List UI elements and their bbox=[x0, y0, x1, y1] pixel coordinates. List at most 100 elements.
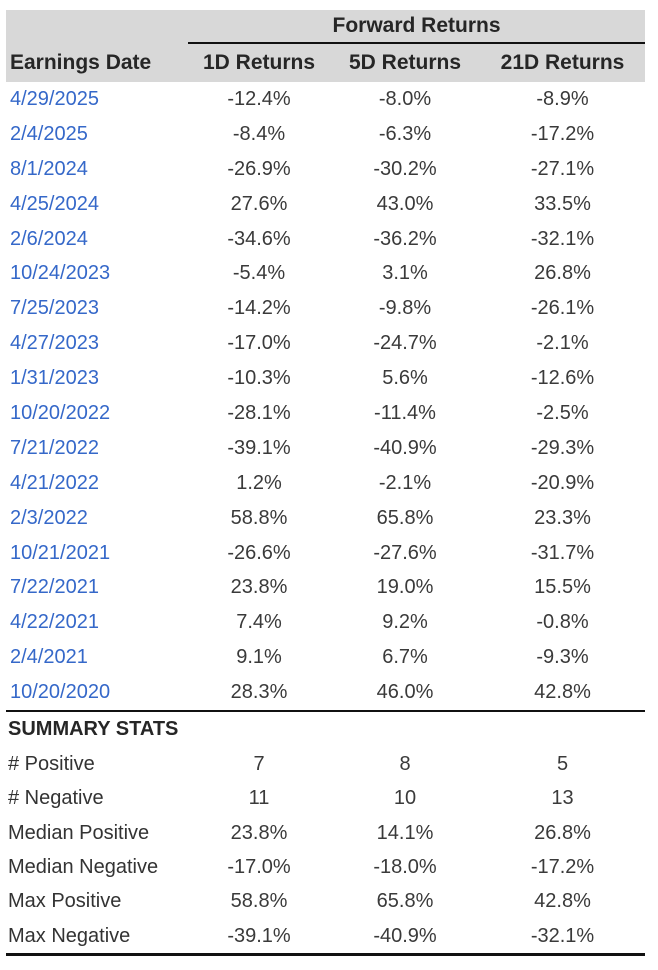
return-value-cell: -32.1% bbox=[530, 227, 595, 250]
return-value-cell: 19.0% bbox=[376, 576, 434, 599]
return-value-cell: -30.2% bbox=[373, 157, 437, 180]
group-header-row: Forward Returns bbox=[6, 10, 646, 44]
summary-stat-value: 42.8% bbox=[534, 890, 591, 913]
summary-stats-header-row: SUMMARY STATS bbox=[6, 710, 646, 748]
return-value-cell: -17.0% bbox=[227, 332, 291, 355]
return-value-cell: 5.6% bbox=[382, 367, 428, 390]
return-value-cell: -8.0% bbox=[378, 87, 432, 110]
summary-row: # Positive 7 8 5 bbox=[6, 747, 645, 781]
return-value-cell: -26.6% bbox=[227, 541, 291, 564]
table-row: 4/22/2021 7.4% 9.2% -0.8% bbox=[6, 605, 645, 640]
return-value-cell: 23.3% bbox=[534, 506, 591, 529]
summary-stat-value: -18.0% bbox=[373, 855, 437, 878]
return-value-cell: -11.4% bbox=[374, 401, 436, 424]
table-row: 4/21/2022 1.2% -2.1% -20.9% bbox=[6, 466, 645, 501]
summary-stat-value: 13 bbox=[551, 787, 574, 810]
return-value-cell: -36.2% bbox=[373, 227, 437, 250]
summary-stat-label: Max Positive bbox=[8, 890, 122, 913]
table-row: 4/27/2023 -17.0% -24.7% -2.1% bbox=[6, 326, 645, 361]
earnings-date-link[interactable]: 8/1/2024 bbox=[10, 157, 88, 180]
table-row: 1/31/2023 -10.3% 5.6% -12.6% bbox=[6, 361, 645, 396]
earnings-date-link[interactable]: 7/25/2023 bbox=[10, 297, 99, 320]
earnings-date-link[interactable]: 2/4/2021 bbox=[10, 646, 88, 669]
earnings-date-link[interactable]: 10/21/2021 bbox=[10, 541, 111, 564]
summary-row: Median Negative -17.0% -18.0% -17.2% bbox=[6, 850, 645, 884]
return-value-cell: 65.8% bbox=[376, 506, 434, 529]
return-value-cell: 42.8% bbox=[534, 681, 591, 704]
summary-stat-label: Median Positive bbox=[8, 821, 150, 844]
return-value-cell: 9.1% bbox=[236, 646, 282, 669]
return-value-cell: 33.5% bbox=[534, 192, 591, 215]
return-value-cell: -31.7% bbox=[530, 541, 595, 564]
return-value-cell: 23.8% bbox=[230, 576, 288, 599]
earnings-date-link[interactable]: 2/4/2025 bbox=[10, 122, 88, 145]
return-value-cell: 3.1% bbox=[382, 262, 428, 285]
earnings-date-link[interactable]: 2/6/2024 bbox=[10, 227, 88, 250]
summary-stats-title: SUMMARY STATS bbox=[6, 710, 646, 748]
return-value-cell: -29.3% bbox=[530, 436, 595, 459]
summary-stat-value: 8 bbox=[399, 752, 411, 775]
return-value-cell: -10.3% bbox=[227, 367, 291, 390]
earnings-date-link[interactable]: 4/21/2022 bbox=[10, 471, 99, 494]
return-value-cell: -5.4% bbox=[232, 262, 286, 285]
earnings-date-link[interactable]: 10/24/2023 bbox=[10, 262, 111, 285]
earnings-date-link[interactable]: 1/31/2023 bbox=[10, 367, 99, 390]
return-value-cell: -2.5% bbox=[536, 401, 589, 424]
summary-stat-label: # Negative bbox=[8, 787, 104, 810]
group-header-forward-returns: Forward Returns bbox=[188, 10, 646, 44]
earnings-date-link[interactable]: 4/27/2023 bbox=[10, 332, 99, 355]
return-value-cell: -8.9% bbox=[536, 87, 589, 110]
earnings-date-link[interactable]: 7/22/2021 bbox=[10, 576, 99, 599]
return-value-cell: -14.2% bbox=[227, 297, 291, 320]
forward-returns-sheet: Forward Returns Earnings Date 1D Returns… bbox=[6, 10, 646, 957]
return-value-cell: -24.7% bbox=[373, 332, 437, 355]
return-value-cell: 9.2% bbox=[382, 611, 428, 634]
return-value-cell: -0.8% bbox=[536, 611, 589, 634]
column-header-5d-returns: 5D Returns bbox=[330, 43, 480, 82]
summary-stat-value: 14.1% bbox=[376, 821, 434, 844]
return-value-cell: 26.8% bbox=[534, 262, 591, 285]
return-value-cell: -2.1% bbox=[536, 332, 589, 355]
return-value-cell: -27.6% bbox=[373, 541, 437, 564]
return-value-cell: 1.2% bbox=[236, 471, 282, 494]
earnings-date-link[interactable]: 4/25/2024 bbox=[10, 192, 99, 215]
table-row: 10/24/2023 -5.4% 3.1% 26.8% bbox=[6, 256, 645, 291]
summary-stat-value: -40.9% bbox=[373, 924, 437, 947]
table-row: 2/4/2025 -8.4% -6.3% -17.2% bbox=[6, 117, 645, 152]
return-value-cell: -9.8% bbox=[378, 297, 432, 320]
table-row: 10/20/2022 -28.1% -11.4% -2.5% bbox=[6, 396, 645, 431]
return-value-cell: -26.9% bbox=[227, 157, 291, 180]
return-value-cell: -12.6% bbox=[530, 367, 595, 390]
return-value-cell: -17.2% bbox=[530, 122, 595, 145]
return-value-cell: -9.3% bbox=[536, 646, 589, 669]
table-row: 7/21/2022 -39.1% -40.9% -29.3% bbox=[6, 431, 645, 466]
summary-row: # Negative 11 10 13 bbox=[6, 781, 645, 815]
return-value-cell: 28.3% bbox=[230, 681, 288, 704]
summary-stat-value: -17.2% bbox=[530, 855, 595, 878]
table-row: 10/21/2021 -26.6% -27.6% -31.7% bbox=[6, 536, 645, 571]
summary-stat-value: 10 bbox=[393, 787, 417, 810]
earnings-date-link[interactable]: 10/20/2020 bbox=[10, 681, 111, 704]
earnings-date-link[interactable]: 4/29/2025 bbox=[10, 87, 99, 110]
return-value-cell: -12.4% bbox=[227, 87, 291, 110]
earnings-date-link[interactable]: 2/3/2022 bbox=[10, 506, 88, 529]
return-value-cell: 27.6% bbox=[230, 192, 288, 215]
summary-stat-value: 5 bbox=[556, 752, 569, 775]
summary-stat-value: -39.1% bbox=[227, 924, 291, 947]
return-value-cell: 15.5% bbox=[534, 576, 591, 599]
earnings-date-link[interactable]: 4/22/2021 bbox=[10, 611, 99, 634]
table-row: 2/6/2024 -34.6% -36.2% -32.1% bbox=[6, 222, 645, 257]
summary-row: Max Negative -39.1% -40.9% -32.1% bbox=[6, 919, 645, 955]
table-row: 7/25/2023 -14.2% -9.8% -26.1% bbox=[6, 291, 645, 326]
summary-stat-label: Max Negative bbox=[8, 924, 131, 947]
return-value-cell: -28.1% bbox=[227, 401, 291, 424]
table-row: 2/4/2021 9.1% 6.7% -9.3% bbox=[6, 640, 645, 675]
summary-stat-value: -32.1% bbox=[530, 924, 595, 947]
summary-stat-value: -17.0% bbox=[227, 855, 291, 878]
summary-stat-label: Median Negative bbox=[8, 855, 159, 878]
earnings-date-link[interactable]: 7/21/2022 bbox=[10, 436, 99, 459]
return-value-cell: 6.7% bbox=[382, 646, 428, 669]
table-row: 4/25/2024 27.6% 43.0% 33.5% bbox=[6, 187, 645, 222]
column-header-earnings-date: Earnings Date bbox=[6, 43, 188, 82]
earnings-date-link[interactable]: 10/20/2022 bbox=[10, 401, 111, 424]
